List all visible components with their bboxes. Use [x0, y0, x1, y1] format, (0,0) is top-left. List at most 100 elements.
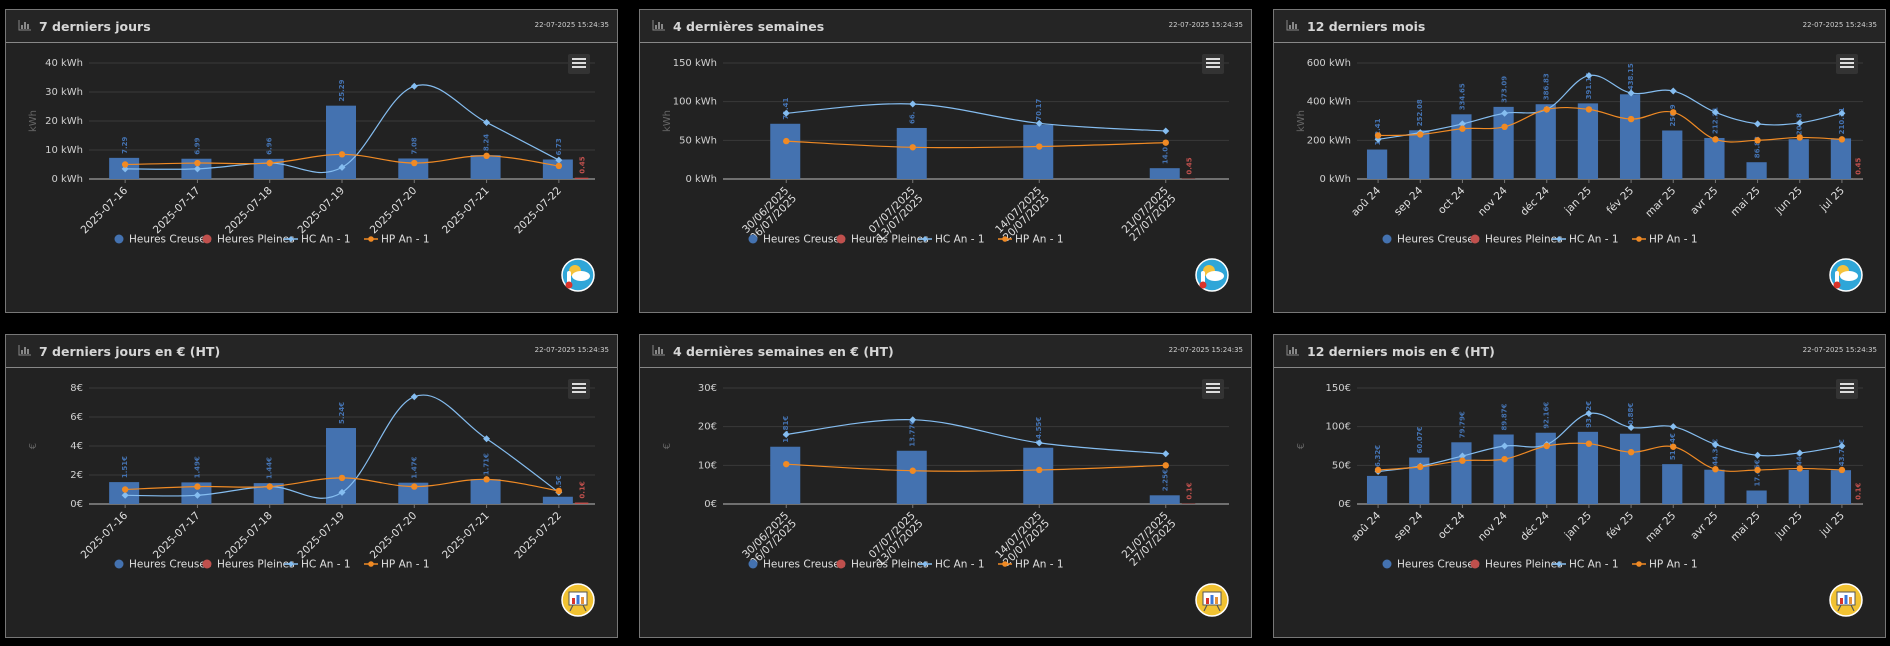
- hamburger-icon: [572, 387, 586, 389]
- data-label: 44.34€: [1711, 439, 1719, 466]
- thermometer-bulb-icon: [1199, 281, 1207, 289]
- y-tick-label: 0€: [1338, 499, 1351, 510]
- hc-prev-marker: [909, 100, 917, 108]
- legend-hc-symbol: [114, 559, 124, 569]
- x-tick-label: 2025-07-20: [368, 185, 420, 237]
- hc-prev-marker: [1754, 451, 1762, 459]
- x-tick-line: nov 24: [1476, 509, 1510, 543]
- data-label: 438.15: [1627, 63, 1635, 90]
- hamburger-icon: [1206, 66, 1220, 68]
- y-tick-label: 2€: [70, 470, 83, 481]
- menu-button[interactable]: [568, 379, 590, 399]
- weather-badge-icon: [1195, 258, 1229, 292]
- legend-item: HC An - 1: [935, 234, 985, 246]
- panel-eur-12months: 12 derniers mois en € (HT) 22-07-2025 15…: [1273, 334, 1886, 638]
- x-tick-label: 2025-07-17: [151, 185, 203, 237]
- hp-prev-marker: [1627, 448, 1635, 456]
- y-tick-label: 50 kWh: [679, 135, 717, 146]
- menu-button[interactable]: [568, 54, 590, 74]
- hp-prev-marker: [783, 137, 790, 145]
- hc-prev-marker: [1585, 72, 1593, 80]
- data-label: 44€: [1796, 451, 1804, 466]
- panel-title: 7 derniers jours: [39, 19, 151, 34]
- data-label: 1.44€: [266, 457, 274, 479]
- panel-timestamp: 22-07-2025 15:24:35: [534, 346, 609, 354]
- hc-prev-marker: [1501, 109, 1509, 117]
- x-tick-line: jan 25: [1562, 510, 1594, 542]
- panel-header: 12 derniers mois en € (HT) 22-07-2025 15…: [1274, 335, 1885, 368]
- panel-title: 12 derniers mois en € (HT): [1307, 344, 1495, 359]
- legend-hc-symbol: [114, 234, 124, 244]
- hp-prev-marker: [266, 159, 273, 167]
- hamburger-icon: [1206, 383, 1220, 385]
- panel-timestamp: 22-07-2025 15:24:35: [1168, 346, 1243, 354]
- legend-item: HP An - 1: [1015, 234, 1064, 246]
- y-tick-label: 200 kWh: [1307, 135, 1351, 146]
- y-tick-label: 8€: [70, 383, 83, 394]
- weather-badge-icon: [1829, 258, 1863, 292]
- legend-circle-marker: [1002, 561, 1008, 567]
- legend-item: HP An - 1: [381, 559, 430, 571]
- hc-bar: [398, 482, 429, 504]
- thermometer-bulb-icon: [565, 281, 573, 289]
- x-tick-line: déc 24: [1518, 184, 1552, 218]
- y-tick-label: 150€: [1326, 383, 1351, 394]
- x-tick-label: fév 25: [1604, 185, 1636, 217]
- data-label: 252.08: [1416, 99, 1424, 126]
- hp-prev-marker: [1796, 134, 1803, 141]
- hc-prev-marker: [1669, 87, 1677, 95]
- hp-prev-marker: [1543, 442, 1550, 450]
- legend-item: HP An - 1: [1649, 234, 1698, 246]
- hp-prev-marker: [483, 152, 490, 159]
- x-tick-label: nov 24: [1476, 184, 1510, 218]
- x-tick-label: mai 25: [1729, 510, 1763, 544]
- menu-button[interactable]: [1836, 379, 1858, 399]
- cloud-icon: [1840, 271, 1858, 281]
- hp-prev-marker: [1501, 455, 1508, 463]
- hamburger-icon: [1840, 387, 1854, 389]
- menu-button[interactable]: [1202, 54, 1224, 74]
- hamburger-icon: [1840, 58, 1854, 60]
- data-label: 14.81€: [782, 416, 790, 443]
- x-tick-line: 2025-07-16: [79, 184, 131, 236]
- hp-bar: [574, 177, 589, 179]
- data-label: 0.45: [1186, 157, 1194, 174]
- hc-bar: [1366, 149, 1388, 179]
- hc-prev-marker: [1796, 119, 1804, 127]
- hp-prev-marker: [1712, 466, 1719, 473]
- data-label: 1.5€: [555, 475, 563, 492]
- hc-bar: [1788, 139, 1809, 179]
- legend-item: Heures Pleines: [851, 234, 929, 246]
- hc-bar: [1409, 457, 1430, 504]
- hc-prev-marker: [1796, 449, 1804, 457]
- hp-prev-line: [1378, 442, 1842, 472]
- hp-bar: [574, 502, 589, 504]
- hc-bar: [1023, 447, 1054, 504]
- x-tick-line: fév 25: [1604, 510, 1636, 542]
- legend-item: Heures Creuses: [1397, 234, 1479, 246]
- y-tick-label: 0€: [704, 499, 717, 510]
- menu-button[interactable]: [1202, 379, 1224, 399]
- menu-button[interactable]: [1836, 54, 1858, 74]
- legend-circle-marker: [368, 236, 374, 242]
- data-label: 7.29: [121, 136, 129, 153]
- hc-prev-marker: [555, 156, 563, 164]
- y-tick-label: 0 kWh: [685, 174, 717, 185]
- hc-prev-marker: [1627, 423, 1635, 431]
- legend-item: HC An - 1: [935, 559, 985, 571]
- legend-item: Heures Creuses: [1397, 559, 1479, 571]
- panel-timestamp: 22-07-2025 15:24:35: [534, 21, 609, 29]
- x-tick-line: déc 24: [1518, 509, 1552, 543]
- data-label: 66.: [909, 112, 917, 124]
- chart-icon: [652, 345, 665, 356]
- x-tick-line: mar 25: [1643, 510, 1678, 545]
- x-tick-label: sep 24: [1392, 509, 1426, 543]
- x-tick-label: 2025-07-22: [512, 185, 564, 237]
- panel-title: 4 dernières semaines en € (HT): [673, 344, 894, 359]
- data-label: 0.1€: [579, 481, 587, 498]
- data-label: 373.09: [1501, 76, 1509, 103]
- data-label: 6.99: [193, 137, 201, 154]
- legend-diamond-marker: [1556, 561, 1562, 567]
- hc-bar: [470, 479, 501, 504]
- legend-item: Heures Pleines: [217, 234, 295, 246]
